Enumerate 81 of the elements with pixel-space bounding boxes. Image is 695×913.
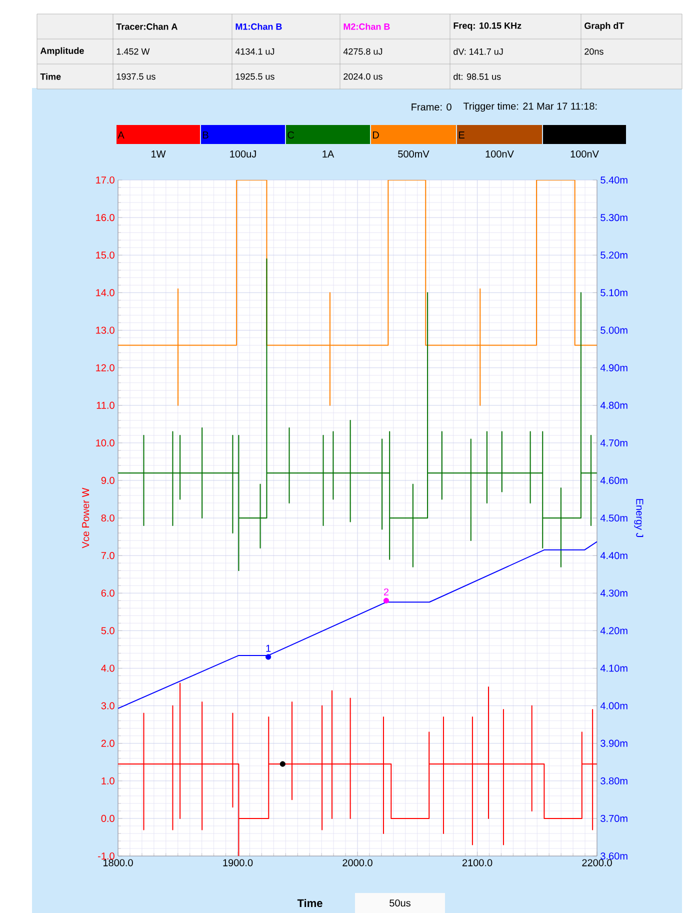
text: 1W [152,150,166,158]
y2-tick-label: 3.90m [600,740,628,747]
y-tick-label: 13.0 [96,326,114,334]
text: E [459,132,464,138]
y-tick-label: 0.0 [101,814,114,822]
y2-tick-label: 5.30m [600,214,628,222]
y2-tick-label: 4.50m [600,514,628,522]
y2-tick-label: 4.80m [600,402,628,409]
y2-tick-label: 4.20m [600,627,628,634]
text: Trigger time: 21 Mar 17 11:18: [463,102,597,112]
text: dt: 98.51 us [454,73,501,80]
text: M2:Chan B [344,23,390,30]
y-tick-label: 10.0 [96,439,114,446]
y2-tick-label: 3.80m [600,777,628,784]
text: Frame: 0 [412,103,452,111]
y2-axis-title: Energy J [634,499,644,537]
line-series [118,541,597,709]
text: C [288,131,294,139]
x-tick-label: 2000.0 [342,859,372,866]
text: dV: 141.7 uJ [454,48,503,55]
text: 1A [322,150,334,158]
y-tick-label: 1.0 [102,777,114,784]
text: 100nV [486,150,514,158]
y-tick-label: 8.0 [101,514,114,522]
y-tick-label: 15.0 [96,252,114,259]
y2-tick-label: 5.40m [600,176,628,184]
y2-tick-label: 5.10m [600,289,628,296]
y-tick-label: 7.0 [101,552,114,560]
y-axis-title: Vce Power W [82,488,90,548]
text: 4275.8 uJ [343,48,382,55]
y2-tick-label: 4.40m [600,552,628,560]
text: Freq: 10.15 KHz [454,22,522,31]
y-tick-label: 5.0 [101,627,114,634]
y2-tick-label: 4.00m [600,702,628,710]
x-tick-label: 1900.0 [223,859,253,866]
y2-tick-label: 4.10m [600,664,628,672]
y2-tick-label: 5.00m [600,326,628,334]
x-tick-label: 2200.0 [582,859,612,866]
text: 1937.5 us [116,73,156,80]
text: 100nV [570,150,599,158]
text: B [203,132,208,138]
text: 500mV [398,150,430,158]
line-series [118,180,597,406]
y-tick-label: 4.0 [101,664,114,672]
text: Graph dT [584,22,624,31]
y-tick-label: 3.0 [101,702,114,710]
y2-tick-label: 4.60m [600,476,628,484]
text: Amplitude [40,47,84,56]
annotation: 2 [384,588,389,596]
text: 100uJ [230,150,256,158]
y-tick-label: 16.0 [96,214,114,222]
y-tick-label: 2.0 [101,740,114,747]
y2-tick-label: 4.70m [600,439,628,446]
x-axis-title: Time [297,898,322,908]
text: A [118,132,124,138]
text: Tracer:Chan A [116,23,178,30]
x-tick-label: 1800.0 [103,859,133,866]
text: 1.452 W [116,48,150,55]
y2-tick-label: 3.60m [600,852,628,860]
text: 2024.0 us [344,73,382,80]
text: Time [40,73,61,80]
y-tick-label: 6.0 [101,590,114,597]
text: 20ns [584,48,604,55]
y2-tick-label: 4.30m [600,590,628,597]
text: 50us [390,899,410,907]
y-tick-label: 12.0 [96,364,114,372]
y-tick-label: 11.0 [96,402,114,409]
y2-tick-label: 4.90m [600,364,628,372]
text: M1:Chan B [236,23,282,30]
text: 1925.5 us [236,73,274,80]
y2-tick-label: 5.20m [600,252,628,259]
line-series [118,258,597,572]
y-tick-label: 17.0 [96,176,114,184]
annotation: 1 [266,644,271,652]
text: 4134.1 uJ [235,48,274,55]
y-tick-label: -1.0 [98,852,114,860]
y2-tick-label: 3.70m [600,814,628,822]
x-tick-label: 2100.0 [462,859,492,866]
y-tick-label: 14.0 [96,289,114,296]
text: D [373,132,379,138]
y-tick-label: 9.0 [101,476,114,484]
